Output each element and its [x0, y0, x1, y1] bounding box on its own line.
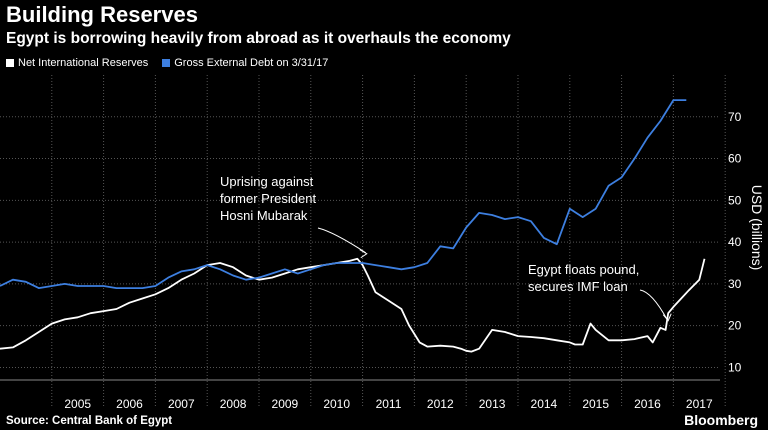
annotation-float-line-1: secures IMF loan — [528, 279, 628, 294]
x-tick-label-2007: 2007 — [168, 397, 195, 411]
x-tick-label-2010: 2010 — [323, 397, 350, 411]
annotation-uprising-arrow — [317, 227, 367, 254]
annotation-uprising-line-0: Uprising against — [220, 174, 314, 189]
annotation-float-arrowhead — [662, 313, 672, 322]
x-tick-label-2017: 2017 — [686, 397, 713, 411]
legend-label-reserves: Net International Reserves — [18, 57, 149, 69]
annotation-float: Egypt floats pound, secures IMF loan — [528, 262, 672, 322]
legend-swatch-reserves — [6, 59, 14, 67]
y-tick-label-70: 70 — [728, 110, 742, 124]
y-axis-title: USD (billions) — [749, 185, 765, 271]
grid-layer — [0, 75, 726, 406]
annotation-uprising-line-1: former President — [220, 191, 316, 206]
x-tick-label-2013: 2013 — [479, 397, 506, 411]
chart-title: Building Reserves — [6, 2, 198, 27]
series-line-debt — [0, 99, 687, 290]
x-tick-label-2012: 2012 — [427, 397, 454, 411]
x-tick-label-2006: 2006 — [116, 397, 143, 411]
axis-layer: 10 20 30 40 50 60 70 2005 2006 2007 2008 2009 2010 20… — [0, 110, 742, 411]
x-tick-label-2015: 2015 — [582, 397, 609, 411]
source-note: Source: Central Bank of Egypt — [6, 415, 173, 427]
annotation-uprising: Uprising against former President Hosni Mu… — [220, 174, 368, 259]
annotation-uprising-arrowhead — [359, 249, 368, 259]
x-tick-label-2009: 2009 — [272, 397, 299, 411]
chart-subtitle: Egypt is borrowing heavily from abroad a… — [6, 30, 511, 47]
annotation-uprising-line-2: Hosni Mubarak — [220, 208, 308, 223]
x-tick-label-2005: 2005 — [64, 397, 91, 411]
series-line-reserves — [0, 257, 706, 353]
brand-logo: Bloomberg — [684, 412, 758, 428]
series-layer — [0, 99, 706, 353]
legend-item-debt: Gross External Debt on 3/31/17 — [162, 57, 328, 69]
x-tick-label-2016: 2016 — [634, 397, 661, 411]
y-tick-label-10: 10 — [728, 360, 742, 374]
y-tick-label-50: 50 — [728, 193, 742, 207]
x-tick-label-2008: 2008 — [220, 397, 247, 411]
legend-swatch-debt — [162, 59, 171, 67]
annotation-layer: Uprising against former President Hosni Mu… — [220, 174, 672, 322]
x-tick-label-2014: 2014 — [531, 397, 558, 411]
chart-legend: Net International Reserves Gross Externa… — [6, 57, 328, 69]
annotation-float-arrow — [639, 289, 668, 320]
y-tick-label-40: 40 — [728, 235, 742, 249]
x-tick-label-2011: 2011 — [376, 397, 402, 411]
legend-item-reserves: Net International Reserves — [6, 57, 148, 69]
y-tick-label-30: 30 — [728, 277, 742, 291]
y-tick-label-60: 60 — [728, 152, 742, 166]
y-tick-label-20: 20 — [728, 319, 742, 333]
annotation-float-line-0: Egypt floats pound, — [528, 262, 639, 277]
legend-label-debt: Gross External Debt on 3/31/17 — [174, 57, 329, 69]
